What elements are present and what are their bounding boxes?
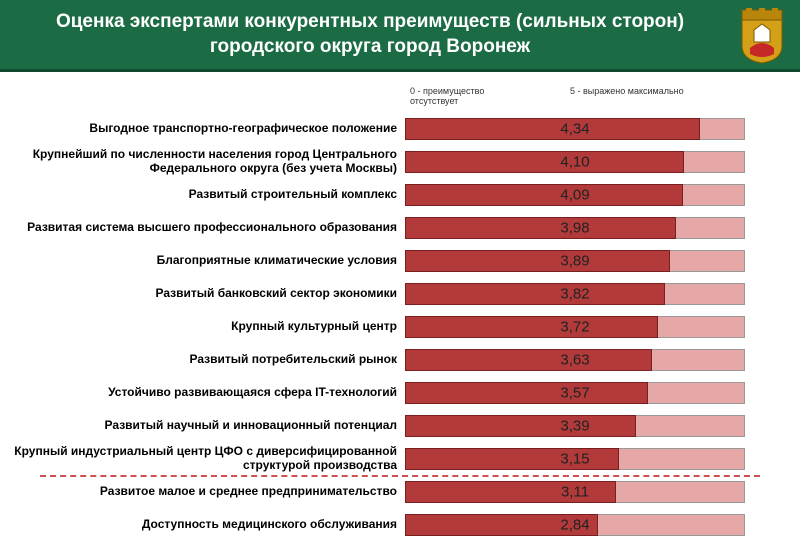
bar-fill bbox=[405, 250, 670, 272]
bar-area: 3,82 bbox=[405, 283, 745, 305]
bar-label: Устойчиво развивающаяся сфера IT-техноло… bbox=[0, 386, 405, 400]
chart-row: Развитый потребительский рынок 3,63 bbox=[0, 343, 800, 376]
header-bar: Оценка экспертами конкурентных преимущес… bbox=[0, 0, 800, 72]
bar-value: 3,39 bbox=[560, 417, 589, 434]
bar-label: Развитый банковский сектор экономики bbox=[0, 287, 405, 301]
chart-row: Крупный культурный центр 3,72 bbox=[0, 310, 800, 343]
bar-fill bbox=[405, 118, 700, 140]
bar-value: 3,72 bbox=[560, 318, 589, 335]
bar-label: Развитый научный и инновационный потенци… bbox=[0, 419, 405, 433]
bar-fill bbox=[405, 283, 665, 305]
chart-row: Крупнейший по численности населения горо… bbox=[0, 145, 800, 178]
chart-row: Развитый научный и инновационный потенци… bbox=[0, 409, 800, 442]
bar-area: 4,10 bbox=[405, 151, 745, 173]
title-line-1: Оценка экспертами конкурентных преимущес… bbox=[56, 11, 684, 32]
bar-fill bbox=[405, 184, 683, 206]
bar-fill bbox=[405, 217, 676, 239]
bar-chart: Выгодное транспортно-географическое поло… bbox=[0, 112, 800, 541]
chart-row: Устойчиво развивающаяся сфера IT-техноло… bbox=[0, 376, 800, 409]
bar-value: 3,57 bbox=[560, 384, 589, 401]
page-title: Оценка экспертами конкурентных преимущес… bbox=[20, 10, 720, 59]
bar-fill bbox=[405, 316, 658, 338]
bar-area: 3,11 bbox=[405, 481, 745, 503]
bar-value: 2,84 bbox=[560, 516, 589, 533]
city-crest-icon bbox=[736, 8, 788, 64]
bar-area: 4,09 bbox=[405, 184, 745, 206]
bar-label: Развитый строительный комплекс bbox=[0, 188, 405, 202]
bar-area: 3,72 bbox=[405, 316, 745, 338]
chart-row: Доступность медицинского обслуживания 2,8… bbox=[0, 508, 800, 541]
bar-area: 3,63 bbox=[405, 349, 745, 371]
bar-area: 3,57 bbox=[405, 382, 745, 404]
bar-value: 4,34 bbox=[560, 120, 589, 137]
bar-value: 3,15 bbox=[560, 450, 589, 467]
bar-value: 3,98 bbox=[560, 219, 589, 236]
bar-label: Выгодное транспортно-географическое поло… bbox=[0, 122, 405, 136]
chart-row: Развитый банковский сектор экономики 3,82 bbox=[0, 277, 800, 310]
bar-value: 3,11 bbox=[561, 483, 589, 500]
bar-area: 3,98 bbox=[405, 217, 745, 239]
bar-fill bbox=[405, 415, 636, 437]
bar-label: Крупный культурный центр bbox=[0, 320, 405, 334]
bar-fill bbox=[405, 349, 652, 371]
chart-row: Развитое малое и среднее предприниматель… bbox=[0, 475, 800, 508]
bar-label: Развитое малое и среднее предприниматель… bbox=[0, 485, 405, 499]
chart-row: Развитая система высшего профессионально… bbox=[0, 211, 800, 244]
bar-area: 2,84 bbox=[405, 514, 745, 536]
bar-area: 3,89 bbox=[405, 250, 745, 272]
bar-label: Развитый потребительский рынок bbox=[0, 353, 405, 367]
bar-label: Крупнейший по численности населения горо… bbox=[0, 148, 405, 176]
bar-value: 3,63 bbox=[560, 351, 589, 368]
chart-row: Благоприятные климатические условия 3,89 bbox=[0, 244, 800, 277]
bar-fill bbox=[405, 151, 684, 173]
legend-min: 0 - преимущество отсутствует bbox=[410, 86, 530, 106]
bar-fill bbox=[405, 382, 648, 404]
bar-value: 3,89 bbox=[560, 252, 589, 269]
bar-label: Благоприятные климатические условия bbox=[0, 254, 405, 268]
bar-value: 4,10 bbox=[560, 153, 589, 170]
title-line-2: городского округа город Воронеж bbox=[210, 36, 530, 57]
chart-row: Развитый строительный комплекс 4,09 bbox=[0, 178, 800, 211]
bar-label: Крупный индустриальный центр ЦФО с дивер… bbox=[0, 445, 405, 473]
bar-label: Доступность медицинского обслуживания bbox=[0, 518, 405, 532]
bar-area: 3,39 bbox=[405, 415, 745, 437]
legend-max: 5 - выражено максимально bbox=[570, 86, 710, 96]
bar-value: 3,82 bbox=[560, 285, 589, 302]
bar-label: Развитая система высшего профессионально… bbox=[0, 221, 405, 235]
bar-area: 3,15 bbox=[405, 448, 745, 470]
bar-area: 4,34 bbox=[405, 118, 745, 140]
chart-row: Крупный индустриальный центр ЦФО с дивер… bbox=[0, 442, 800, 475]
chart-row: Выгодное транспортно-географическое поло… bbox=[0, 112, 800, 145]
bar-value: 4,09 bbox=[560, 186, 589, 203]
